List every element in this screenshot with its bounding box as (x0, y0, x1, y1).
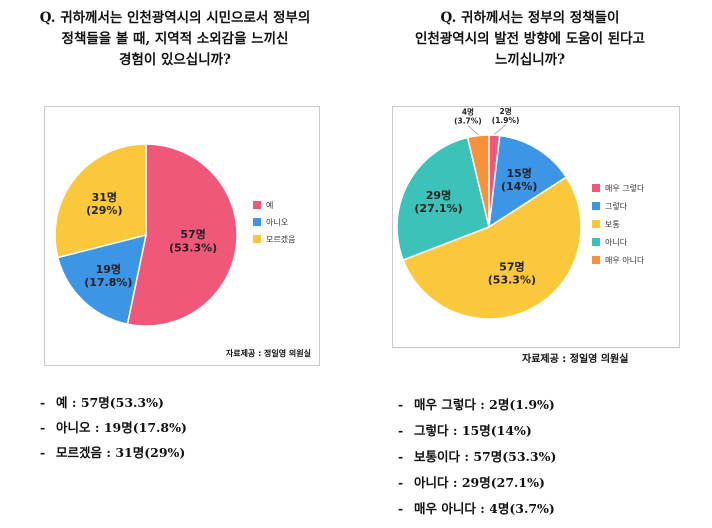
right-summary-item: - 아니다 : 29명(27.1%) (398, 475, 545, 490)
legend-label: 매우 그렇다 (605, 183, 645, 193)
pie-slice (466, 134, 490, 228)
right-pie-chart: 2명(1.9%) 15명(14%) 57명(53.3%) 29명(27.1%) 4명(3… (396, 107, 645, 320)
slice-percent-label: (3.7%) (454, 117, 482, 126)
legend-label: 아니다 (605, 237, 628, 247)
right-summary-item: - 매우 그렇다 : 2명(1.9%) (398, 397, 555, 412)
legend-label: 매우 아니다 (605, 255, 645, 265)
slice-count-label: 57명 (499, 260, 524, 274)
pie-slice (396, 136, 490, 261)
pie-slice (56, 233, 147, 325)
legend-swatch (253, 235, 261, 243)
slice-count-label: 19명 (96, 262, 121, 276)
slice-leader-line (494, 124, 506, 135)
pie-slice (126, 143, 238, 327)
slice-count-label: 2명 (500, 107, 512, 116)
pie-slice (488, 134, 568, 229)
slice-percent-label: (14%) (501, 180, 537, 193)
legend-label: 모르겠음 (266, 234, 295, 244)
legend-swatch (592, 184, 600, 192)
legend-label: 예 (266, 200, 273, 210)
right-pie-chart-panel: 2명 (1.9%) 15명 (14%) 57명 (53.3%) 29명 (27.1%) 4명 (3… (392, 106, 680, 348)
left-source-note: 자료제공 : 정일영 의원실 (225, 349, 311, 358)
right-summary-item: - 매우 아니다 : 4명(3.7%) (398, 501, 555, 516)
pie-slice (54, 143, 147, 259)
slice-percent-label: (17.8%) (84, 276, 132, 289)
left-summary-list: -예 : 57명(53.3%) - 아니오 : 19명(17.8%) - 모르겠음 … (40, 390, 187, 465)
legend-swatch (253, 218, 261, 226)
right-source-note: 자료제공 : 정일영 의원실 (522, 354, 629, 365)
left-question-title: Q. 귀하께서는 인천광역시의 시민으로서 정부의 정책들을 볼 때, 지역적 … (39, 10, 311, 68)
pie-slice (402, 176, 582, 320)
slice-leader-line (467, 125, 479, 135)
right-summary-item: - 보통이다 : 57명(53.3%) (398, 449, 557, 464)
slice-percent-label: (1.9%) (492, 116, 520, 125)
slice-percent-label: (53.3%) (169, 241, 217, 254)
left-summary-item: - 아니오 : 19명(17.8%) (40, 420, 187, 435)
left-summary-item: - 모르겠음 : 31명(29%) (40, 445, 186, 460)
slice-percent-label: (53.3%) (488, 274, 536, 287)
slice-count-label: 29명 (426, 188, 451, 202)
slice-count-label: 4명 (462, 107, 474, 117)
legend-label: 보통 (605, 220, 620, 229)
legend-swatch (592, 220, 600, 228)
legend-label: 그렇다 (605, 201, 628, 211)
slice-count-label: 57명 (180, 227, 205, 241)
slice-percent-label: (27.1%) (414, 202, 462, 215)
left-summary-item: -예 : 57명(53.3%) (40, 395, 164, 410)
slice-count-label: 15명 (506, 166, 531, 180)
legend-swatch (592, 238, 600, 246)
slice-percent-label: (29%) (86, 204, 122, 217)
legend-swatch (592, 256, 600, 264)
legend-swatch (592, 202, 600, 210)
slice-count-label: 31명 (92, 190, 117, 204)
right-summary-item: - 그렇다 : 15명(14%) (398, 423, 532, 438)
legend-label: 아니오 (266, 217, 288, 227)
legend-swatch (253, 201, 261, 209)
right-summary-list: - 매우 그렇다 : 2명(1.9%) - 그렇다 : 15명(14%) - 보통이다… (398, 392, 556, 522)
right-question-title: Q. 귀하께서는 정부의 정책들이 인천광역시의 발전 방향에 도움이 된다고 … (415, 10, 645, 68)
